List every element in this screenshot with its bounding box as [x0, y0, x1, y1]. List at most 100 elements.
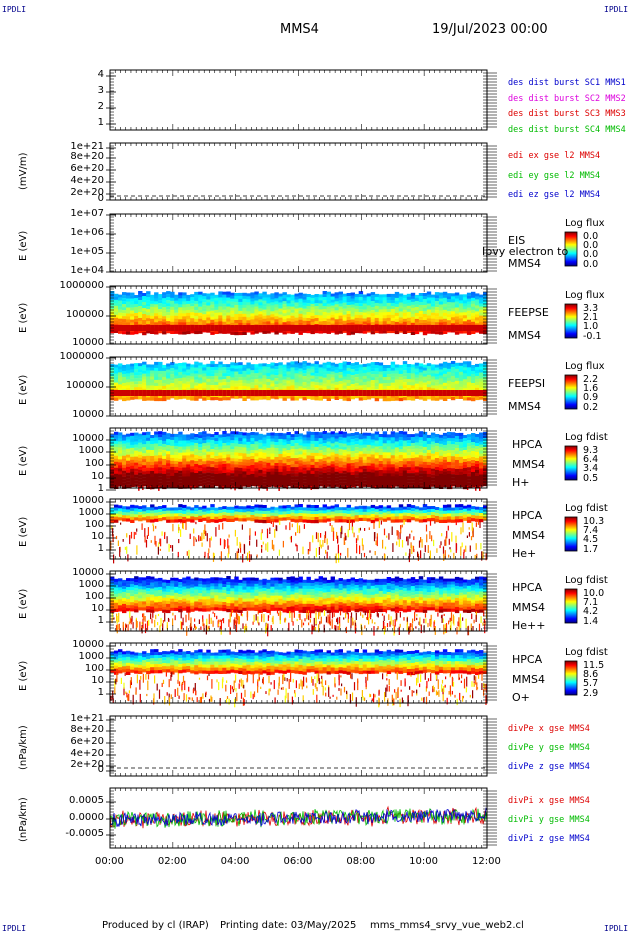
spectrogram-band [442, 325, 448, 331]
spectrogram-cell [138, 321, 143, 325]
spectrogram-cell [186, 443, 191, 447]
spectrogram-cell [110, 434, 115, 438]
spectrogram-band [354, 390, 359, 396]
spectrogram-cell [479, 306, 484, 310]
spectrogram-cell [318, 330, 323, 334]
spectrogram-cell [118, 372, 123, 376]
spectrogram-cell [186, 312, 191, 317]
spectrogram-cell [194, 309, 199, 314]
spectrogram-cell [274, 313, 279, 317]
spectrogram-cell [162, 461, 167, 466]
spectrogram-cell [390, 296, 396, 301]
spectrogram-cell [370, 292, 376, 296]
spectrogram-cell [118, 480, 123, 484]
spectrogram-cell [126, 313, 131, 317]
spectrogram-cell [258, 472, 263, 476]
spectrogram-cell [406, 388, 412, 392]
spectrogram-cell [262, 309, 267, 313]
spectrogram-cell [258, 308, 263, 312]
spectrogram-cell [262, 485, 267, 489]
spectrogram-cell [270, 377, 275, 381]
spectrogram-cell [246, 471, 251, 475]
spectrogram-cell [362, 294, 368, 298]
spectrogram-cell [286, 374, 291, 378]
spectrogram-cell [198, 462, 203, 466]
spectrogram-cell [390, 452, 396, 456]
spectrogram-cell [270, 444, 275, 448]
spectrogram-cell [422, 296, 428, 300]
spectrogram-cell [262, 387, 267, 391]
spectrogram-cell [282, 448, 287, 452]
spectrogram-cell [358, 436, 364, 440]
spectrogram-cell [410, 373, 416, 377]
spectrogram-cell [122, 473, 127, 477]
spectrogram-cell [130, 459, 135, 463]
spectrogram-cell [202, 473, 207, 477]
spectrogram-cell [110, 330, 115, 334]
spectrogram-cell [306, 431, 311, 435]
spectrogram-cell [471, 297, 476, 301]
spectrogram-cell [366, 320, 372, 324]
spectrogram-cell [254, 300, 259, 304]
spectrogram-cell [146, 385, 151, 389]
spectrogram-band [130, 390, 135, 396]
spectrogram-cell [378, 318, 384, 322]
spectrogram-cell [274, 396, 279, 400]
spectrogram-cell [222, 388, 227, 392]
spectrogram-cell [138, 378, 143, 382]
spectrogram-cell [138, 469, 143, 473]
spectrogram-cell [170, 306, 175, 310]
spectrogram-cell [122, 470, 127, 474]
spectrogram-cell [446, 395, 452, 399]
spectrogram-cell [414, 312, 420, 317]
spectrogram-cell [483, 331, 488, 335]
spectrogram-cell [394, 373, 400, 377]
spectrogram-cell [290, 440, 295, 444]
spectrogram-band [406, 390, 412, 396]
spectrogram-cell [170, 297, 175, 301]
spectrogram-cell [198, 456, 203, 460]
spectrogram-cell [446, 323, 452, 327]
spectrogram-band [414, 325, 420, 331]
spectrogram-cell [334, 471, 339, 475]
spectrogram-cell [206, 451, 211, 455]
spectrogram-cell [110, 291, 115, 295]
spectrogram-cell [126, 385, 131, 389]
spectrogram-cell [234, 455, 239, 459]
spectrogram-cell [322, 461, 327, 465]
spectrogram-cell [274, 478, 279, 482]
spectrogram-cell [358, 300, 364, 304]
spectrogram-cell [126, 367, 131, 371]
spectrogram-cell [134, 432, 139, 436]
spectrogram-band [430, 325, 436, 331]
spectrogram-cell [362, 453, 368, 457]
spectrogram-band [418, 390, 424, 396]
spectrogram-cell [410, 322, 416, 326]
spectrogram-cell [298, 472, 303, 476]
spectrogram-cell [230, 307, 235, 311]
spectrogram-cell [190, 367, 195, 371]
spectrogram-cell [374, 302, 380, 307]
spectrogram-cell [294, 479, 299, 483]
spectrogram-cell [306, 452, 311, 456]
spectrogram-cell [350, 372, 355, 376]
spectrogram-cell [314, 297, 319, 301]
spectrogram-cell [190, 373, 195, 377]
spectrogram-cell [483, 310, 488, 314]
spectrogram-cell [334, 453, 339, 457]
spectrogram-cell [318, 382, 323, 386]
spectrogram-cell [346, 293, 351, 297]
spectrogram-cell [186, 455, 191, 459]
spectrogram-cell [242, 370, 247, 374]
spectrogram-cell [218, 370, 223, 374]
spectrogram-cell [358, 306, 364, 310]
spectrogram-cell [438, 322, 444, 326]
spectrogram-cell [150, 483, 155, 487]
spectrogram-cell [218, 455, 223, 459]
spectrogram-cell [318, 373, 323, 377]
spectrogram-cell [194, 434, 199, 438]
spectrogram-cell [414, 330, 420, 335]
spectrogram-cell [166, 448, 171, 452]
spectrogram-cell [338, 309, 343, 313]
spectrogram-cell [282, 370, 287, 374]
